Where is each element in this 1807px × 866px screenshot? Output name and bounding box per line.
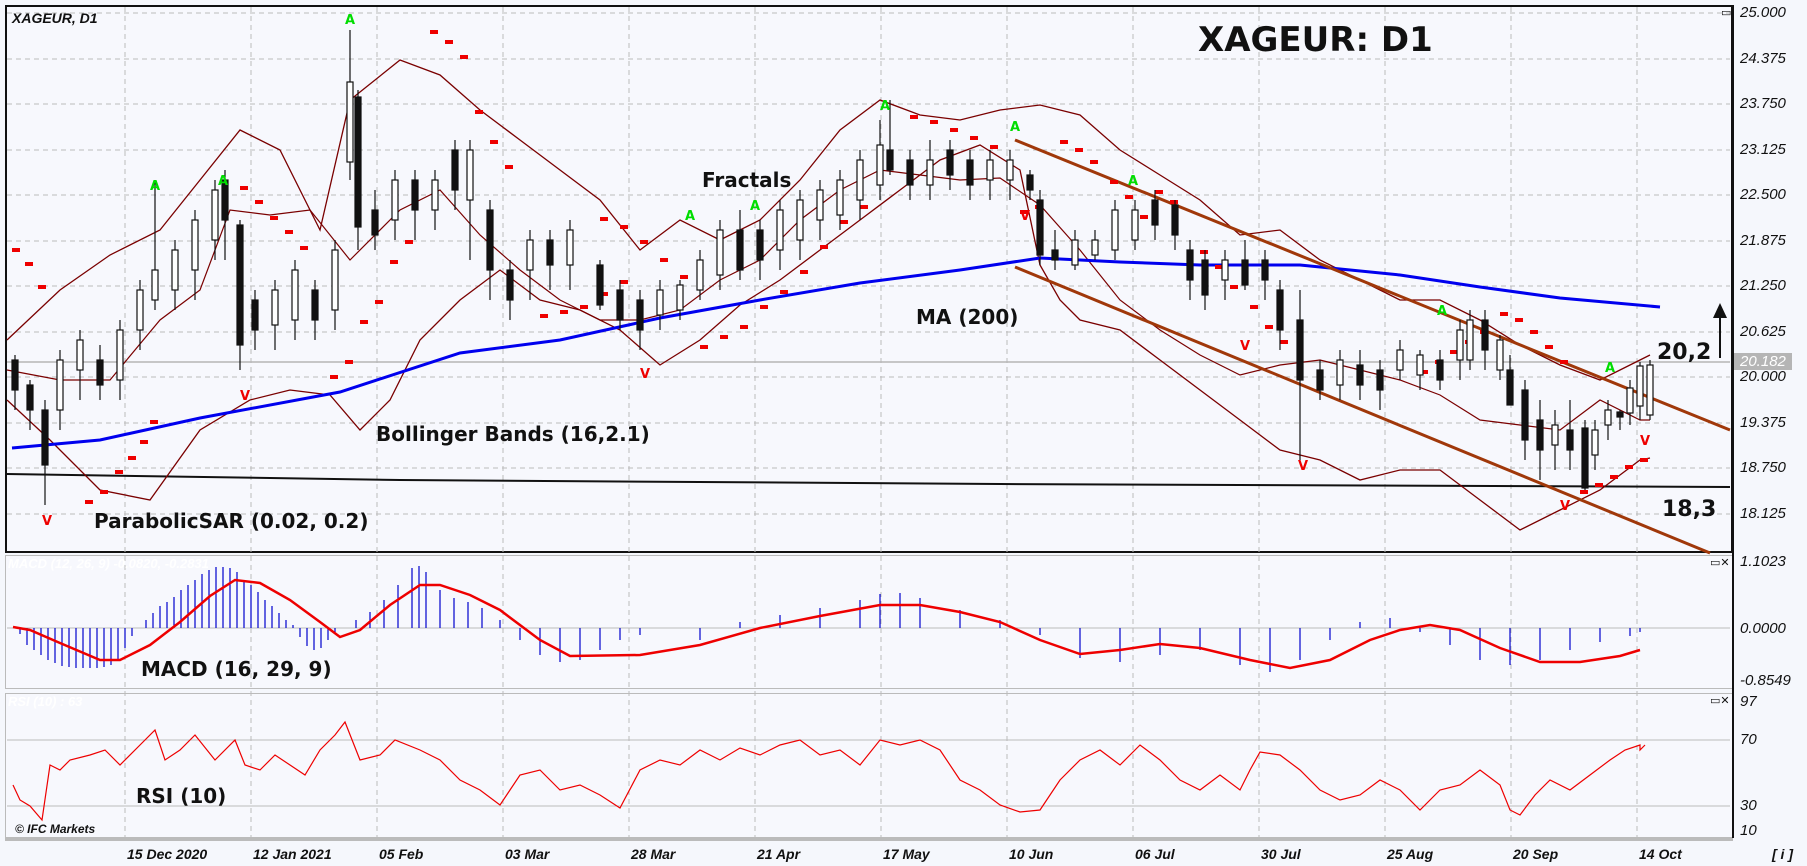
svg-text:A: A — [218, 174, 228, 189]
rsi-panel[interactable] — [5, 693, 1733, 838]
symbol-label: XAGEUR, D1 — [12, 10, 98, 26]
svg-text:A: A — [1128, 174, 1138, 189]
price-tick: 25.000 — [1740, 4, 1786, 21]
price-tick: 18.750 — [1740, 459, 1786, 476]
svg-text:A: A — [685, 209, 695, 224]
fractals-label: Fractals — [702, 168, 792, 192]
date-tick: 30 Jul — [1261, 846, 1301, 862]
svg-text:V: V — [1560, 499, 1570, 514]
rsi-window-controls[interactable]: ▭✕ — [1710, 694, 1730, 707]
macd-panel[interactable] — [5, 555, 1733, 689]
svg-text:A: A — [1010, 120, 1020, 135]
rsi-label: RSI (10) — [136, 784, 227, 808]
price-tick: 19.375 — [1740, 414, 1786, 431]
macd-label: MACD (16, 29, 9) — [141, 657, 332, 681]
date-tick: 06 Jul — [1135, 846, 1175, 862]
macd-header: MACD (12, 26, 9) -0.0820, -0.2831 — [8, 556, 209, 571]
price-tick: 20.000 — [1740, 368, 1786, 385]
svg-text:A: A — [1437, 304, 1447, 319]
maximize-icon[interactable]: ▭ — [1721, 6, 1732, 19]
svg-text:V: V — [240, 389, 250, 404]
ma-label: MA (200) — [916, 305, 1019, 329]
copyright: © IFC Markets — [15, 822, 96, 836]
price-tick: 18.125 — [1740, 505, 1786, 522]
price-tick: 24.375 — [1740, 50, 1786, 67]
svg-text:V: V — [42, 514, 52, 529]
svg-text:A: A — [1605, 361, 1615, 376]
date-tick: 10 Jun — [1009, 846, 1054, 862]
svg-text:A: A — [150, 179, 160, 194]
svg-text:A: A — [345, 13, 355, 28]
date-tick: 12 Jan 2021 — [253, 846, 332, 862]
rsi-tick: 70 — [1740, 731, 1757, 748]
svg-text:V: V — [1640, 434, 1650, 449]
svg-text:V: V — [1020, 209, 1030, 224]
macd-tick: 1.1023 — [1740, 553, 1786, 570]
svg-text:V: V — [1240, 339, 1250, 354]
date-tick: 28 Mar — [631, 846, 676, 862]
svg-text:A: A — [880, 99, 890, 114]
price-tick: 22.500 — [1740, 186, 1786, 203]
svg-text:V: V — [640, 367, 650, 382]
bollinger-label: Bollinger Bands (16,2.1) — [376, 422, 650, 446]
price-tick: 23.125 — [1740, 141, 1786, 158]
date-tick: 14 Oct — [1639, 846, 1682, 862]
date-tick: 21 Apr — [757, 846, 801, 862]
macd-window-controls[interactable]: ▭✕ — [1710, 556, 1730, 569]
date-tick: 03 Mar — [505, 846, 550, 862]
parabolic-label: ParabolicSAR (0.02, 0.2) — [94, 509, 369, 533]
price-tick: 21.875 — [1740, 232, 1786, 249]
rsi-tick: 10 — [1740, 822, 1757, 839]
macd-tick: 0.0000 — [1740, 620, 1786, 637]
price-tick: 21.250 — [1740, 277, 1786, 294]
chart-title: XAGEUR: D1 — [1198, 20, 1433, 60]
svg-text:V: V — [1298, 459, 1308, 474]
date-tick: 17 May — [883, 846, 930, 862]
support-label: 18,3 — [1662, 497, 1717, 522]
info-button[interactable]: [ i ] — [1772, 846, 1793, 862]
price-tick: 23.750 — [1740, 95, 1786, 112]
date-tick: 25 Aug — [1387, 846, 1434, 862]
date-tick: 15 Dec 2020 — [127, 846, 208, 862]
resistance-label: 20,2 — [1657, 340, 1712, 365]
rsi-tick: 97 — [1740, 693, 1757, 710]
rsi-header: RSI (10) : 63 — [8, 694, 83, 709]
price-tick: 20.625 — [1740, 323, 1786, 340]
rsi-tick: 30 — [1740, 797, 1757, 814]
current-price-tag: 20.182 — [1734, 353, 1792, 370]
date-tick: 05 Feb — [379, 846, 424, 862]
macd-tick: -0.8549 — [1740, 672, 1791, 689]
date-tick: 20 Sep — [1513, 846, 1559, 862]
svg-text:A: A — [750, 199, 760, 214]
